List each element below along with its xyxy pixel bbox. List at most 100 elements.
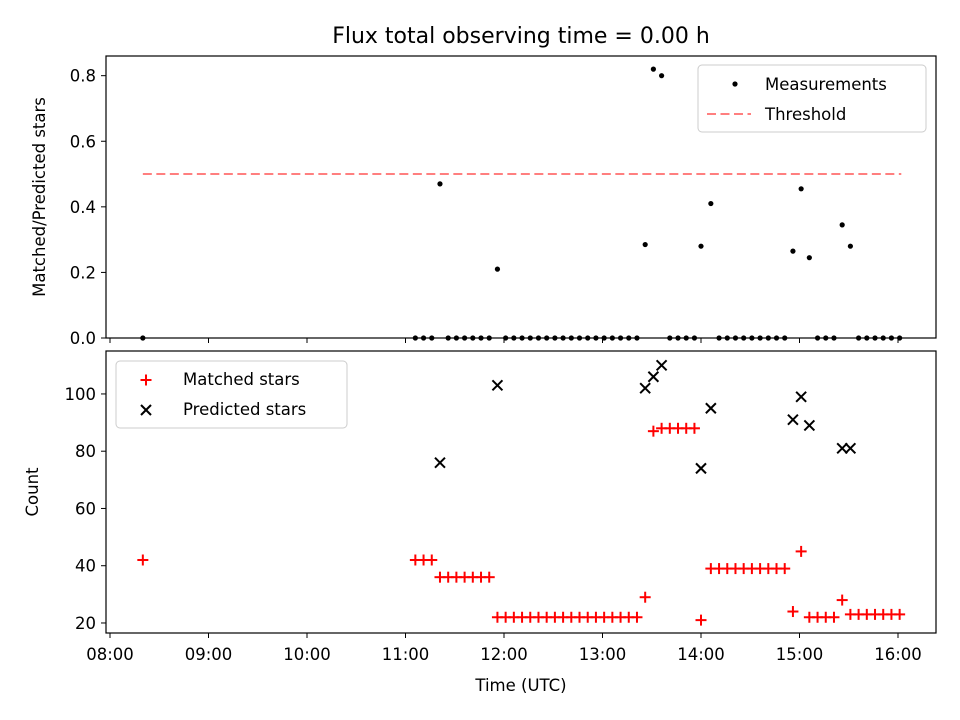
y-tick-label: 0.2 <box>70 263 96 282</box>
y-tick-label: 100 <box>65 385 97 404</box>
measurement-point <box>511 335 517 341</box>
measurement-point <box>617 335 624 341</box>
measurement-point <box>420 335 427 341</box>
measurement-point <box>806 255 812 261</box>
measurement-point <box>437 181 443 187</box>
legend-measurements-label: Measurements <box>765 75 887 94</box>
matched-star-point <box>426 554 438 566</box>
matched-star-point <box>894 608 906 620</box>
x-tick-label: 09:00 <box>185 645 233 664</box>
measurement-point <box>716 335 722 341</box>
measurement-point <box>724 335 730 341</box>
matched-star-point <box>639 591 651 603</box>
legend-matched-marker <box>140 374 152 386</box>
measurement-point <box>601 335 607 341</box>
predicted-star-point <box>647 371 660 383</box>
measurement-point <box>872 335 878 341</box>
predicted-star-point <box>655 359 668 372</box>
measurement-point <box>790 248 796 254</box>
measurement-point <box>741 335 747 341</box>
measurement-point <box>527 335 533 341</box>
bottom-legend-box <box>115 360 348 429</box>
measurement-point <box>626 335 632 341</box>
measurement-point <box>765 335 771 341</box>
measurement-point <box>839 222 845 228</box>
y-tick-label: 0.4 <box>70 198 96 217</box>
predicted-star-point <box>787 414 799 426</box>
measurement-point <box>880 335 886 341</box>
bottom-legend: Matched stars Predicted stars <box>115 360 348 429</box>
measurement-point <box>634 335 640 341</box>
x-tick-label: 15:00 <box>776 645 824 664</box>
measurement-point <box>814 335 821 341</box>
legend-matched-label: Matched stars <box>183 370 300 389</box>
bottom-plot-frame <box>105 350 937 634</box>
measurement-point <box>749 335 755 341</box>
y-tick-label: 60 <box>75 499 96 518</box>
top-legend: Measurements Threshold <box>697 64 927 133</box>
matched-star-point <box>631 611 643 623</box>
legend-plus-glyph <box>140 374 152 386</box>
measurement-point <box>585 335 591 341</box>
top-y-ticks: 0.0 0.2 0.4 0.6 0.8 <box>70 67 106 348</box>
y-tick-label: 20 <box>75 614 96 633</box>
measurement-point <box>593 335 599 341</box>
measurement-point <box>683 335 689 341</box>
measurement-point <box>732 335 739 341</box>
measurement-point <box>535 335 542 341</box>
matched-star-point <box>688 422 700 434</box>
y-tick-label: 80 <box>75 442 96 461</box>
y-tick-label: 0.0 <box>70 329 96 348</box>
measurement-point <box>823 335 829 341</box>
measurement-point <box>576 335 583 341</box>
predicted-star-points <box>434 359 857 475</box>
measurement-point <box>691 335 698 341</box>
predicted-star-point <box>695 462 707 475</box>
x-axis-label: Time (UTC) <box>474 676 566 695</box>
chart-title: Flux total observing time = 0.00 h <box>332 24 710 49</box>
measurement-point <box>897 335 903 341</box>
bottom-y-ticks: 20 40 60 80 100 <box>65 385 106 633</box>
predicted-star-point <box>836 442 848 455</box>
measurement-point <box>757 335 763 341</box>
x-tick-label: 13:00 <box>579 645 627 664</box>
bottom-x-ticks: 08:00 09:00 10:00 11:00 12:00 13:00 14:00 15:00… <box>86 633 922 664</box>
measurement-point <box>453 335 459 341</box>
measurement-point <box>708 200 714 207</box>
predicted-star-point <box>705 402 717 414</box>
matched-star-point <box>795 545 807 557</box>
measurement-point <box>864 335 870 341</box>
matched-star-point <box>828 611 840 623</box>
measurement-point <box>642 241 648 248</box>
measurement-point <box>650 66 656 72</box>
predicted-star-point <box>434 456 446 469</box>
bottom-y-axis-label: Count <box>23 467 42 517</box>
measurement-point <box>831 335 837 341</box>
measurement-point <box>503 335 509 341</box>
measurement-point <box>519 335 525 341</box>
measurement-point <box>667 335 673 341</box>
predicted-star-point <box>491 379 504 392</box>
legend-predicted-marker <box>140 404 152 416</box>
predicted-star-point <box>639 382 651 394</box>
legend-measurements-marker <box>732 81 738 87</box>
matched-star-point <box>483 571 495 583</box>
measurement-point <box>445 335 451 341</box>
x-tick-label: 10:00 <box>283 645 331 664</box>
x-tick-label: 12:00 <box>480 645 528 664</box>
top-legend-box <box>697 64 927 133</box>
measurement-point <box>847 243 853 249</box>
predicted-star-point <box>803 419 816 432</box>
y-tick-label: 0.6 <box>70 132 96 151</box>
measurement-point <box>773 335 780 341</box>
measurement-point <box>888 335 895 341</box>
measurement-point <box>675 335 681 341</box>
x-tick-label: 16:00 <box>874 645 922 664</box>
matched-star-point <box>137 554 149 566</box>
measurement-point <box>478 335 484 341</box>
top-panel: 0.00.20.40.60.8 Matched/Predicted stars … <box>30 55 937 348</box>
matched-star-point <box>779 563 791 575</box>
measurement-point <box>609 335 615 341</box>
bottom-panel: 20 40 60 80 100 08:00 09:00 10:00 11:00 12:00 13:… <box>23 350 937 695</box>
